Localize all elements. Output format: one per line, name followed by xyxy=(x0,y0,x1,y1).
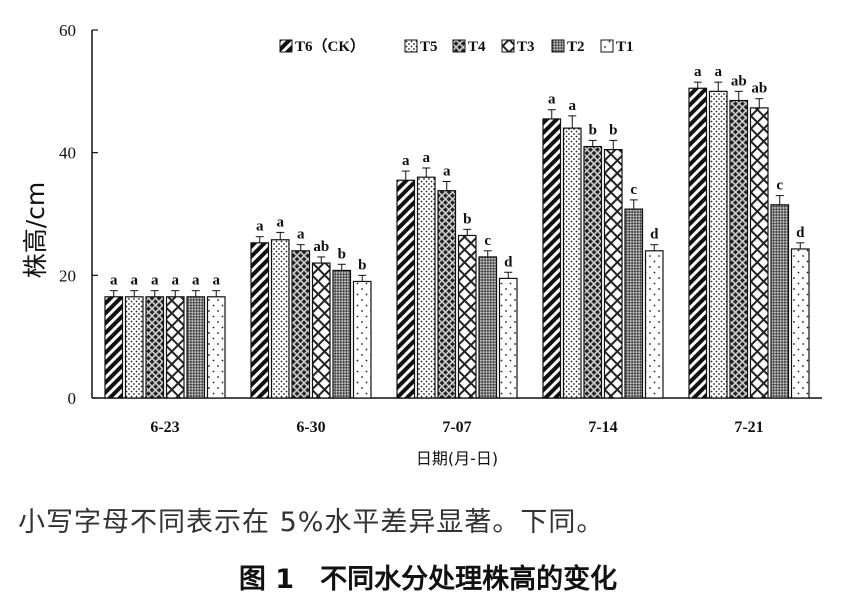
significance-letter: b xyxy=(338,246,346,262)
bar-T3-7-14 xyxy=(603,149,623,399)
legend-swatch xyxy=(551,39,565,53)
y-tick-label: 0 xyxy=(68,389,77,408)
significance-letter: d xyxy=(504,254,513,270)
significance-letter: a xyxy=(694,64,702,80)
x-axis-label: 日期(月-日) xyxy=(416,449,498,468)
bar-T4-7-14 xyxy=(583,145,603,399)
figure-title: 不同水分处理株高的变化 xyxy=(320,564,618,595)
bar-T6CK-7-21 xyxy=(688,87,708,399)
bar-T5-7-07 xyxy=(416,176,436,399)
figure-number: 图 1 xyxy=(238,564,295,595)
bar-T4-6-23 xyxy=(145,296,165,399)
x-tick-label: 7-14 xyxy=(588,419,617,436)
bar-T2-7-21 xyxy=(770,204,790,399)
bar-T3-7-07 xyxy=(457,234,477,399)
legend-swatch xyxy=(452,39,466,53)
bar-T3-6-23 xyxy=(165,296,185,399)
x-tick-label: 6-23 xyxy=(150,419,179,436)
bar-T3-7-21 xyxy=(749,107,769,399)
y-tick-label: 60 xyxy=(59,21,76,40)
significance-letter: c xyxy=(630,182,637,198)
significance-letter: a xyxy=(443,163,451,179)
significance-letter: ab xyxy=(313,239,329,255)
legend-label: T6（CK） xyxy=(295,37,365,55)
legend-label: T1 xyxy=(616,39,634,55)
significance-letter: ab xyxy=(751,81,767,97)
bar-T1-6-30 xyxy=(352,280,372,399)
bar-T4-7-21 xyxy=(729,99,749,399)
significance-letter: a xyxy=(715,64,723,80)
bar-T4-7-07 xyxy=(437,190,457,399)
bar-T1-7-14 xyxy=(644,250,664,399)
figure-caption: 图 1 不同水分处理株高的变化 xyxy=(0,557,856,596)
legend-swatch xyxy=(279,39,293,53)
significance-letter: a xyxy=(192,273,200,289)
bar-T2-7-07 xyxy=(478,256,498,399)
significance-letter: a xyxy=(277,214,285,230)
bar-T4-6-30 xyxy=(291,250,311,399)
significance-letter: b xyxy=(463,211,471,227)
bar-T2-7-14 xyxy=(624,208,644,399)
significance-letter: b xyxy=(589,122,597,138)
significance-letter: d xyxy=(796,225,805,241)
significance-letter: ab xyxy=(731,73,747,89)
bar-T5-6-30 xyxy=(270,239,290,399)
bar-T5-7-21 xyxy=(708,90,728,399)
x-tick-label: 6-30 xyxy=(296,419,325,436)
significance-letter: a xyxy=(151,273,159,289)
significance-letter: a xyxy=(172,273,180,289)
significance-letter: b xyxy=(609,122,617,138)
legend: T6（CK） T5 T4 T3 T2 T1 xyxy=(279,37,634,55)
y-tick-label: 40 xyxy=(59,144,76,163)
legend-label: T4 xyxy=(468,39,486,55)
legend-label: T2 xyxy=(567,39,585,55)
bar-T5-7-14 xyxy=(562,127,582,399)
significance-letter: a xyxy=(256,219,264,235)
bar-T1-7-21 xyxy=(790,248,810,399)
bar-T6CK-7-14 xyxy=(542,118,562,399)
bar-T6CK-6-23 xyxy=(104,296,124,399)
bar-T1-6-23 xyxy=(206,296,226,399)
legend-swatch xyxy=(600,39,614,53)
significance-letter: b xyxy=(358,257,366,273)
bar-T6CK-6-30 xyxy=(250,242,270,399)
significance-letter: a xyxy=(213,273,221,289)
bar-T1-7-07 xyxy=(498,277,518,399)
significance-letter: c xyxy=(776,178,783,194)
significance-letter: a xyxy=(131,273,139,289)
significance-letter: a xyxy=(402,153,410,169)
significance-letter: a xyxy=(423,150,431,166)
legend-label: T5 xyxy=(420,39,438,55)
bar-T6CK-7-07 xyxy=(396,179,416,399)
bar-T3-6-30 xyxy=(311,262,331,399)
x-tick-label: 7-07 xyxy=(442,419,471,436)
legend-swatch xyxy=(404,39,418,53)
y-tick-label: 20 xyxy=(59,266,76,285)
legend-swatch xyxy=(501,39,515,53)
significance-letter: a xyxy=(569,98,577,114)
significance-letter: d xyxy=(650,227,659,243)
y-axis-label: 株高/cm xyxy=(21,182,50,279)
significance-letter: a xyxy=(110,273,118,289)
significance-letter: a xyxy=(548,92,556,108)
legend-label: T3 xyxy=(517,39,535,55)
significance-letter: a xyxy=(297,227,305,243)
bar-T2-6-23 xyxy=(186,296,206,399)
bar-T5-6-23 xyxy=(124,296,144,399)
bar-T2-6-30 xyxy=(332,269,352,399)
x-tick-label: 7-21 xyxy=(734,419,763,436)
significance-letter: c xyxy=(484,233,491,249)
significance-note: 小写字母不同表示在 5%水平差异显著。下同。 xyxy=(18,507,605,538)
